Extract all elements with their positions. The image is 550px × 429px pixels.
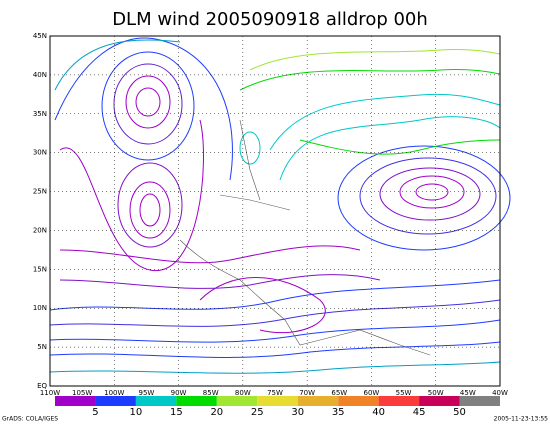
lat-label: 20N [33, 226, 47, 234]
colorbar-swatch [176, 396, 217, 406]
lon-label: 110W [40, 389, 60, 397]
lon-label: 90W [171, 389, 187, 397]
lon-label: 75W [267, 389, 283, 397]
footer-right: 2005-11-23-13:55 [494, 416, 549, 423]
colorbar-swatch [55, 396, 96, 406]
lat-label: 15N [33, 265, 47, 273]
colorbar-label: 40 [372, 407, 385, 418]
colorbar-label: 5 [92, 407, 98, 418]
lat-label: 5N [37, 343, 47, 351]
lon-label: 70W [299, 389, 315, 397]
colorbar-swatch [297, 396, 339, 406]
colorbar-swatch [257, 396, 298, 406]
colorbar-label: 20 [210, 407, 223, 418]
colorbar-label: 10 [130, 407, 143, 418]
colorbar-label: 45 [413, 407, 426, 418]
lon-label: 50W [428, 389, 444, 397]
lon-label: 80W [235, 389, 251, 397]
lon-label: 105W [72, 389, 92, 397]
lon-label: 95W [139, 389, 155, 397]
lat-label: EQ [37, 382, 47, 390]
colorbar-label: 30 [291, 407, 304, 418]
colorbar-label: 35 [332, 407, 345, 418]
lat-label: 30N [33, 149, 47, 157]
footer-left: GrADS: COLA/IGES [2, 416, 58, 423]
lat-label: 10N [33, 304, 47, 312]
lat-label: 35N [33, 110, 47, 118]
colorbar-swatch [419, 396, 460, 406]
colorbar-swatch [95, 396, 136, 406]
title: DLM wind 2005090918 alldrop 00h [112, 9, 428, 30]
lon-label: 65W [331, 389, 347, 397]
lon-label: 55W [396, 389, 412, 397]
streamlines [49, 37, 511, 374]
lon-label: 60W [364, 389, 380, 397]
colorbar-swatch [378, 396, 420, 406]
lon-label: 85W [203, 389, 219, 397]
colorbar-swatch [216, 396, 258, 406]
lon-label: 45W [460, 389, 476, 397]
colorbar-label: 15 [170, 407, 183, 418]
lat-label: 40N [33, 71, 47, 79]
lat-label: 45N [33, 32, 47, 40]
lon-label: 40W [492, 389, 508, 397]
map-frame [49, 35, 501, 387]
lon-label: 100W [104, 389, 124, 397]
colorbar-label: 25 [251, 407, 264, 418]
colorbar-label: 50 [453, 407, 466, 418]
lat-label: 25N [33, 188, 47, 196]
colorbar-swatch [135, 396, 177, 406]
colorbar-swatch [338, 396, 379, 406]
colorbar-swatch [459, 396, 500, 406]
